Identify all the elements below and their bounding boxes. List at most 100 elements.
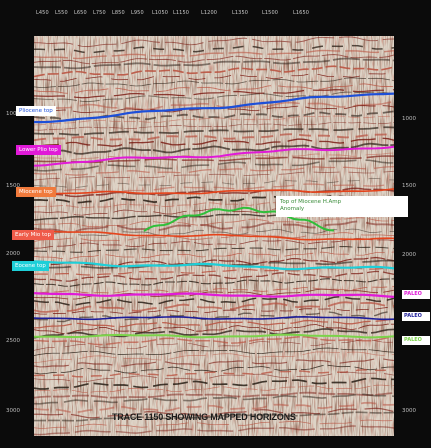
reflector-band xyxy=(34,217,394,228)
trace-label: L1650 xyxy=(293,10,310,16)
right-tag-paleo: PALEO xyxy=(402,312,430,321)
reflector-band xyxy=(34,183,394,193)
reflector-band xyxy=(34,49,394,60)
reflector-band xyxy=(34,44,394,54)
trace-label: L550 xyxy=(55,10,68,16)
reflector-band xyxy=(34,152,394,161)
figure-caption: TRACE 1150 SHOWING MAPPED HORIZONS xyxy=(112,412,296,422)
anomaly-callout: Top of Miocene H.Amp Anomaly xyxy=(276,196,408,217)
reflector-band xyxy=(34,57,394,70)
trace-label: L450 xyxy=(36,10,49,16)
reflector-band xyxy=(34,358,394,368)
reflector-band xyxy=(34,401,394,414)
reflector-band xyxy=(34,306,394,315)
reflector-band xyxy=(34,301,394,313)
horizon-tag-miocene: Miocene top xyxy=(16,187,56,197)
reflector-band xyxy=(34,384,394,393)
horizon-line xyxy=(34,315,394,321)
reflector-band xyxy=(34,295,394,306)
reflector-band xyxy=(34,177,394,188)
reflector-band xyxy=(34,371,394,383)
reflector-band xyxy=(34,115,394,126)
reflector-band xyxy=(34,391,394,399)
time-label-right: 3000 xyxy=(402,408,416,414)
reflector-band xyxy=(34,335,394,346)
reflector-band xyxy=(34,246,394,253)
reflector-band xyxy=(34,351,394,363)
reflector-band xyxy=(34,278,394,287)
reflector-band xyxy=(34,393,394,405)
reflector-band xyxy=(34,411,394,422)
reflector-band xyxy=(34,311,394,323)
horizon-line xyxy=(34,292,394,298)
time-label-left: 1000 xyxy=(6,111,20,117)
horizon-tag-lower-plio: Lower Plio top xyxy=(16,145,61,155)
reflector-band xyxy=(34,318,394,329)
callout-text-line2: Anomaly xyxy=(280,206,305,212)
right-tag-paleo: PALEO xyxy=(402,290,430,299)
reflector-band xyxy=(34,142,394,155)
trace-label: L950 xyxy=(131,10,144,16)
reflector-band xyxy=(34,126,394,136)
horizon-line xyxy=(34,188,394,197)
seismic-section xyxy=(34,36,394,436)
horizon-line xyxy=(34,230,394,241)
reflector-band xyxy=(34,237,394,249)
time-label-left: 1500 xyxy=(6,183,20,189)
horizon-tag-pliocene: Pliocene top xyxy=(16,106,56,116)
reflector-band xyxy=(34,100,394,112)
trace-label: L850 xyxy=(112,10,125,16)
reflector-band xyxy=(34,220,394,233)
reflector-band xyxy=(34,91,394,103)
trace-label: L1350 xyxy=(232,10,249,16)
horizon-tag-early-mio: Early Mio top xyxy=(12,230,55,240)
callout-text: Top of Miocene H.Amp xyxy=(280,199,342,205)
reflector-band xyxy=(34,83,394,94)
horizon-line xyxy=(34,333,394,339)
reflector-band xyxy=(34,286,394,295)
reflector-band xyxy=(34,77,394,89)
time-label-left: 3000 xyxy=(6,408,20,414)
reflector-band xyxy=(34,155,394,164)
reflector-band xyxy=(34,170,394,181)
reflector-band xyxy=(34,377,394,390)
horizon-tag-eocene: Eocene top xyxy=(12,261,49,271)
reflector-band xyxy=(34,259,394,270)
reflector-band xyxy=(34,270,394,282)
reflector-band xyxy=(34,407,394,419)
reflector-band xyxy=(34,36,394,48)
horizon-lines xyxy=(34,92,394,339)
reflector-band xyxy=(34,132,394,142)
reflector-band xyxy=(34,73,394,82)
horizon-line xyxy=(34,260,394,271)
time-label-right: 1000 xyxy=(402,116,416,122)
time-label-left: 2500 xyxy=(6,338,20,344)
reflector-band xyxy=(34,110,394,122)
horizon-line xyxy=(34,92,394,124)
horizon-line xyxy=(34,145,394,167)
anomaly-horizon xyxy=(143,206,335,232)
reflector-band xyxy=(34,200,394,209)
reflector-band xyxy=(34,369,394,378)
reflector-band xyxy=(34,89,394,99)
time-label-right: 1500 xyxy=(402,183,416,189)
reflector-band xyxy=(34,194,394,204)
trace-label: L650 xyxy=(74,10,87,16)
time-label-right: 2000 xyxy=(402,252,416,258)
time-label-left: 2000 xyxy=(6,251,20,257)
seismic-image xyxy=(34,36,394,436)
reflector-band xyxy=(34,419,394,429)
reflector-band xyxy=(34,347,394,356)
reflector-band xyxy=(34,166,394,176)
reflector-band xyxy=(34,425,394,436)
reflector-band xyxy=(34,54,394,65)
trace-label: L1050 xyxy=(152,10,169,16)
reflector-band xyxy=(34,251,394,260)
reflector-band xyxy=(34,65,394,78)
trace-label: L1500 xyxy=(262,10,279,16)
reflector-band xyxy=(34,232,394,243)
trace-label: L1200 xyxy=(201,10,218,16)
reflector-band xyxy=(34,122,394,131)
reflector-band xyxy=(34,159,394,172)
